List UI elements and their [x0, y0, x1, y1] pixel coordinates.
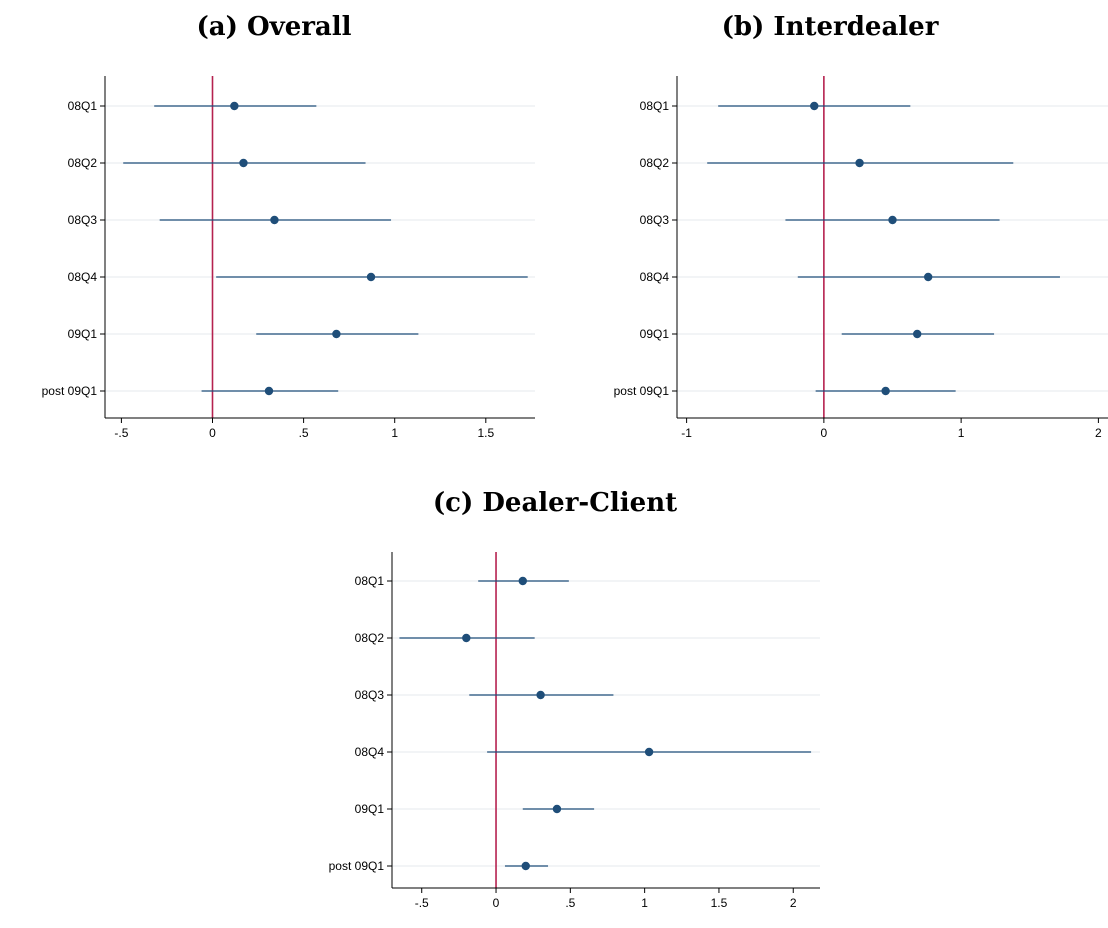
y-tick-label: post 09Q1 — [329, 859, 385, 873]
x-tick-label: 0 — [209, 426, 216, 440]
point-estimate — [923, 272, 933, 282]
panel-b-title: (b) Interdealer — [721, 12, 939, 42]
point-estimate — [855, 158, 864, 168]
y-tick-label: 08Q3 — [640, 213, 670, 227]
y-tick-label: 08Q4 — [355, 745, 385, 759]
point-estimate — [521, 861, 530, 871]
point-estimate — [536, 690, 545, 700]
x-tick-label: .5 — [565, 896, 575, 910]
point-estimate — [552, 804, 562, 814]
x-tick-label: 1.5 — [711, 896, 728, 910]
y-tick-label: 08Q2 — [68, 156, 98, 170]
y-tick-label: 08Q4 — [640, 270, 670, 284]
point-estimate — [644, 747, 654, 757]
y-tick-label: 09Q1 — [355, 802, 385, 816]
y-tick-label: 08Q3 — [355, 688, 385, 702]
y-tick-label: 08Q2 — [640, 156, 670, 170]
x-tick-label: 1.5 — [477, 426, 494, 440]
panel-a-title: (a) Overall — [196, 12, 352, 42]
point-estimate — [913, 329, 922, 339]
y-tick-label: 08Q4 — [68, 270, 98, 284]
point-estimate — [264, 386, 274, 396]
chart-interdealer: 08Q1 08Q2 08Q3 08Q4 09Q1 post 09Q1 -1 0 1 2 — [614, 76, 1108, 440]
y-tick-label: 08Q2 — [355, 631, 385, 645]
y-tick-label: post 09Q1 — [614, 384, 670, 398]
y-tick-label: post 09Q1 — [42, 384, 98, 398]
point-estimate — [230, 101, 239, 111]
y-tick-label: 08Q1 — [355, 574, 385, 588]
point-estimate — [888, 215, 897, 225]
x-tick-label: 1 — [391, 426, 398, 440]
x-tick-label: 2 — [1095, 426, 1102, 440]
chart-dealer-client: 08Q1 08Q2 08Q3 08Q4 09Q1 post 09Q1 -.5 0 .5 1 1.5 2 — [329, 552, 820, 910]
point-estimate — [239, 158, 248, 168]
y-tick-label: 09Q1 — [68, 327, 98, 341]
y-tick-label: 08Q3 — [68, 213, 98, 227]
x-tick-label: 0 — [821, 426, 828, 440]
x-tick-label: -.5 — [415, 896, 429, 910]
x-tick-label: 2 — [790, 896, 797, 910]
chart-overall: 08Q1 08Q2 08Q3 08Q4 09Q1 post 09Q1 -.5 0 .5 1 1.5 — [42, 76, 535, 440]
point-estimate — [518, 576, 527, 586]
y-tick-label: 08Q1 — [68, 99, 98, 113]
point-estimate — [462, 633, 471, 643]
x-tick-label: -1 — [681, 426, 692, 440]
x-tick-label: 0 — [493, 896, 500, 910]
y-tick-label: 08Q1 — [640, 99, 670, 113]
x-tick-label: .5 — [299, 426, 309, 440]
point-estimate — [270, 215, 279, 225]
x-tick-label: -.5 — [114, 426, 128, 440]
panel-c-title: (c) Dealer-Client — [432, 488, 678, 518]
point-estimate — [810, 101, 819, 111]
point-estimate — [332, 329, 341, 339]
x-tick-label: 1 — [641, 896, 648, 910]
point-estimate — [881, 386, 890, 396]
x-tick-label: 1 — [958, 426, 965, 440]
point-estimate — [366, 272, 376, 282]
y-tick-label: 09Q1 — [640, 327, 670, 341]
